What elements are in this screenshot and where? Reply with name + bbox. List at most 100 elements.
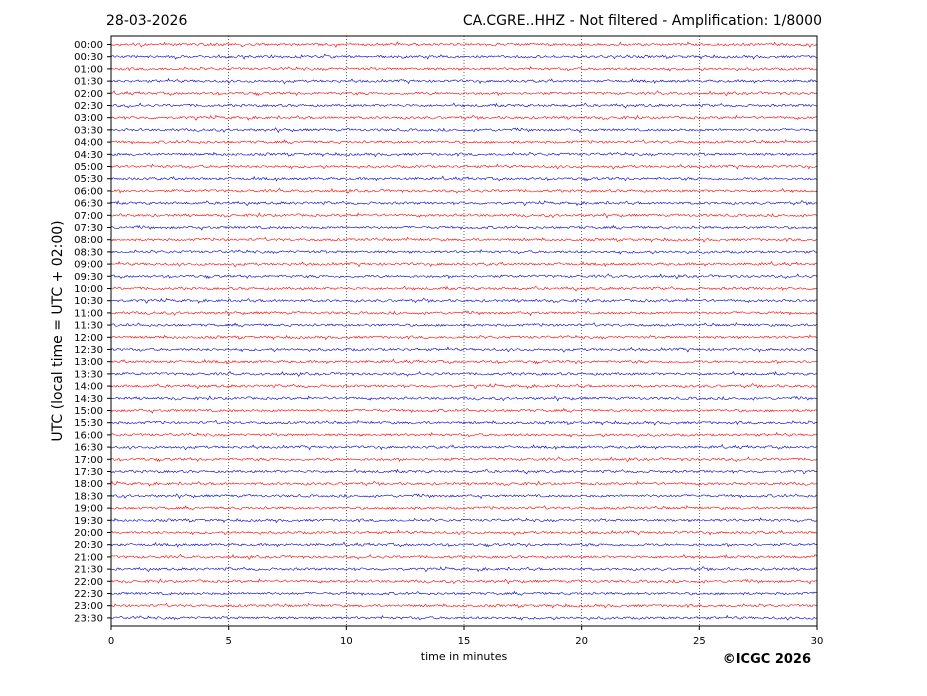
y-tick-label: 14:30: [74, 394, 103, 405]
grid-lines: [228, 36, 700, 626]
trace-0000: [110, 41, 818, 48]
trace-0700: [110, 212, 818, 219]
trace-0230: [110, 102, 818, 109]
y-tick-label: 12:00: [74, 333, 103, 344]
y-tick-label: 18:00: [74, 479, 103, 490]
y-tick-label: 13:00: [74, 357, 103, 368]
y-tick-label: 08:30: [74, 247, 103, 258]
y-tick-label: 05:30: [74, 174, 103, 185]
trace-2130: [110, 566, 818, 573]
x-tick-label: 0: [108, 636, 114, 647]
trace-1930: [110, 517, 818, 524]
y-tick-label: 11:00: [74, 308, 103, 319]
y-tick-label: 23:00: [74, 601, 103, 612]
y-tick-label: 10:30: [74, 296, 103, 307]
x-tick-label: 20: [575, 636, 588, 647]
y-tick-label: 13:30: [74, 369, 103, 380]
y-tick-label: 06:30: [74, 199, 103, 210]
chart-title: CA.CGRE..HHZ - Not filtered - Amplificat…: [463, 13, 822, 29]
trace-0430: [110, 151, 818, 158]
y-tick-label: 07:30: [74, 223, 103, 234]
trace-0130: [110, 77, 818, 85]
y-tick-label: 07:00: [74, 211, 103, 222]
trace-0400: [110, 139, 818, 145]
trace-1000: [110, 285, 818, 292]
y-tick-label: 12:30: [74, 345, 103, 356]
x-axis-ticks: 0 5 10 15 20 25 30: [108, 626, 824, 647]
trace-0530: [110, 175, 818, 182]
y-tick-label: 22:00: [74, 577, 103, 588]
trace-1300: [110, 358, 818, 365]
trace-1530: [110, 419, 818, 426]
y-tick-label: 15:30: [74, 418, 103, 429]
y-tick-label: 04:30: [74, 150, 103, 161]
trace-0200: [110, 90, 818, 97]
y-tick-label: 11:30: [74, 321, 103, 332]
trace-0800: [110, 236, 818, 243]
y-tick-label: 21:30: [74, 565, 103, 576]
trace-2100: [110, 553, 818, 560]
trace-2330: [110, 614, 818, 621]
y-tick-label: 20:30: [74, 540, 103, 551]
trace-2300: [110, 602, 818, 609]
y-tick-label: 03:00: [74, 113, 103, 124]
y-tick-label: 04:00: [74, 138, 103, 149]
copyright-label: ©ICGC 2026: [723, 652, 811, 667]
y-tick-label: 20:00: [74, 528, 103, 539]
x-tick-label: 30: [811, 636, 824, 647]
trace-1330: [110, 370, 818, 377]
trace-0330: [110, 127, 818, 134]
y-tick-label: 09:00: [74, 260, 103, 271]
trace-0730: [110, 224, 818, 231]
x-tick-label: 15: [458, 636, 471, 647]
y-tick-label: 17:00: [74, 455, 103, 466]
trace-1630: [110, 443, 818, 451]
y-tick-label: 05:00: [74, 162, 103, 173]
date-label: 28-03-2026: [106, 13, 187, 29]
trace-0900: [110, 260, 817, 268]
trace-2230: [110, 590, 818, 596]
y-tick-label: 02:00: [74, 89, 103, 100]
x-tick-label: 10: [340, 636, 353, 647]
plot-frame: [110, 35, 818, 627]
y-tick-label: 06:00: [74, 186, 103, 197]
y-tick-label: 00:30: [74, 52, 103, 63]
trace-0930: [110, 273, 818, 280]
y-tick-label: 16:30: [74, 443, 103, 454]
x-tick-label: 25: [693, 636, 706, 647]
y-tick-label: 23:30: [74, 613, 103, 624]
y-tick-label: 19:30: [74, 516, 103, 527]
y-tick-label: 09:30: [74, 272, 103, 283]
trace-0030: [110, 53, 818, 60]
y-tick-label: 10:00: [74, 284, 103, 295]
seismic-traces: [110, 41, 818, 621]
y-tick-label: 01:00: [74, 64, 103, 75]
trace-0500: [110, 163, 818, 170]
trace-1400: [110, 383, 818, 390]
y-tick-label: 21:00: [74, 552, 103, 563]
y-tick-label: 03:30: [74, 125, 103, 136]
trace-1100: [110, 310, 818, 317]
trace-1800: [110, 480, 818, 487]
trace-1030: [110, 297, 818, 304]
trace-1900: [110, 505, 818, 511]
y-tick-label: 14:00: [74, 382, 103, 393]
y-tick-label: 18:30: [74, 491, 103, 502]
trace-0600: [110, 187, 818, 194]
trace-2030: [110, 541, 818, 548]
trace-0100: [110, 65, 818, 72]
y-tick-label: 19:00: [74, 504, 103, 515]
trace-1200: [110, 334, 818, 341]
y-tick-label: 01:30: [74, 77, 103, 88]
trace-1500: [110, 407, 818, 414]
trace-1730: [110, 468, 818, 475]
trace-0300: [110, 114, 818, 121]
trace-0630: [110, 200, 818, 207]
y-tick-label: 16:00: [74, 430, 103, 441]
trace-2000: [110, 529, 818, 536]
y-tick-label: 08:00: [74, 235, 103, 246]
y-tick-label: 22:30: [74, 589, 103, 600]
trace-1700: [110, 456, 818, 463]
